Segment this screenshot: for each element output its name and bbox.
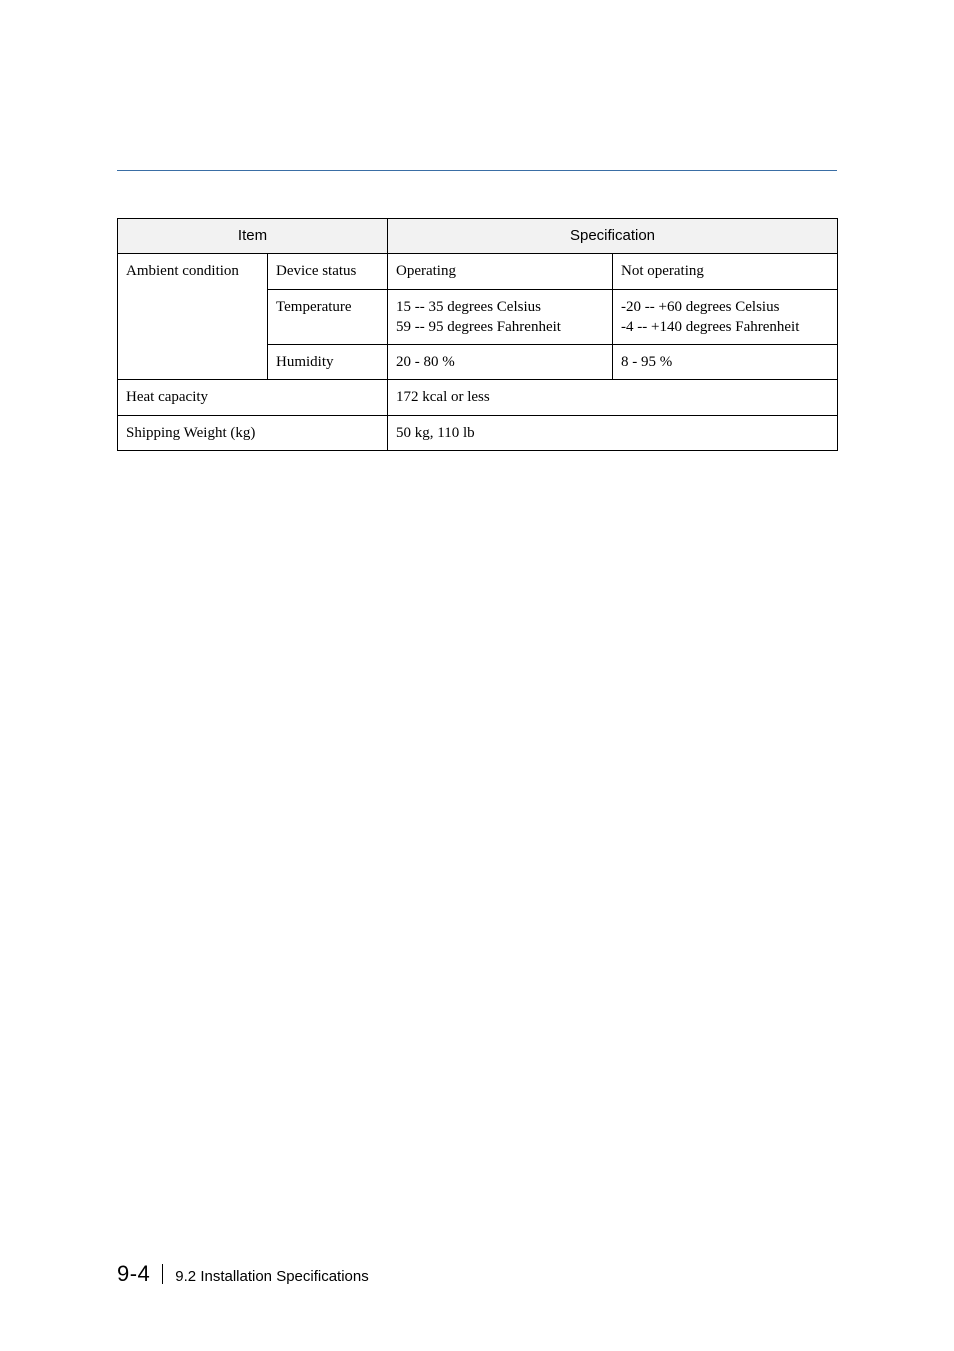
table-row: Shipping Weight (kg) 50 kg, 110 lb: [118, 415, 838, 450]
header-rule: [117, 170, 837, 171]
cell-device-status-label: Device status: [268, 254, 388, 289]
page-number: 9-4: [117, 1261, 150, 1287]
cell-ambient-condition: Ambient condition: [118, 254, 268, 380]
cell-temperature-operating: 15 -- 35 degrees Celsius 59 -- 95 degree…: [388, 289, 613, 345]
cell-operating-header: Operating: [388, 254, 613, 289]
table-row: Heat capacity 172 kcal or less: [118, 380, 838, 415]
cell-shipping-weight-label: Shipping Weight (kg): [118, 415, 388, 450]
cell-humidity-label: Humidity: [268, 345, 388, 380]
footer-separator: [162, 1264, 163, 1284]
cell-heat-capacity-value: 172 kcal or less: [388, 380, 838, 415]
cell-not-operating-header: Not operating: [613, 254, 838, 289]
table-row: Ambient condition Device status Operatin…: [118, 254, 838, 289]
cell-temperature-not-operating: -20 -- +60 degrees Celsius -4 -- +140 de…: [613, 289, 838, 345]
header-item: Item: [118, 219, 388, 254]
cell-humidity-not-operating: 8 - 95 %: [613, 345, 838, 380]
spec-table: Item Specification Ambient condition Dev…: [117, 218, 838, 451]
cell-temperature-label: Temperature: [268, 289, 388, 345]
cell-heat-capacity-label: Heat capacity: [118, 380, 388, 415]
cell-shipping-weight-value: 50 kg, 110 lb: [388, 415, 838, 450]
page: Item Specification Ambient condition Dev…: [0, 0, 954, 1351]
footer-section-title: 9.2 Installation Specifications: [175, 1268, 368, 1285]
cell-humidity-operating: 20 - 80 %: [388, 345, 613, 380]
page-footer: 9-4 9.2 Installation Specifications: [117, 1261, 369, 1287]
table-header-row: Item Specification: [118, 219, 838, 254]
header-spec: Specification: [388, 219, 838, 254]
